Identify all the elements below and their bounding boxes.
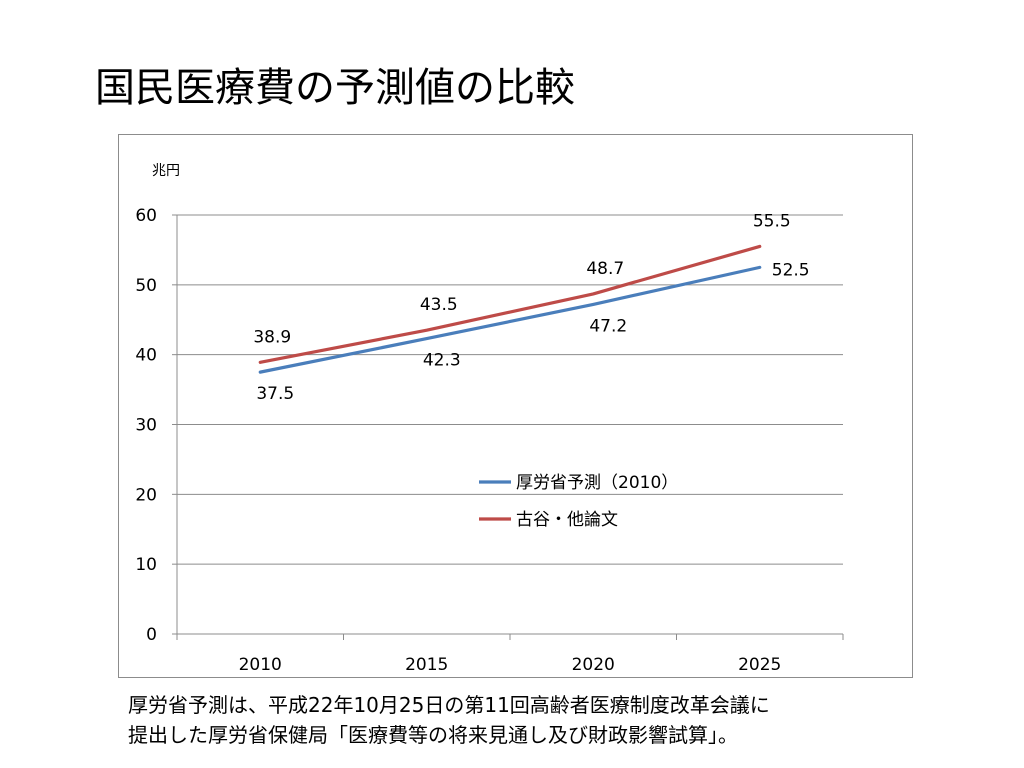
y-tick-label-60: 60 xyxy=(135,206,157,226)
series-line-1 xyxy=(258,265,762,374)
data-labels: 37.5 42.3 47.2 52.5 38.9 43.5 48.7 55.5 xyxy=(253,211,809,404)
footnote: 厚労省予測は、平成22年10月25日の第11回高齢者医療制度改革会議に 提出した… xyxy=(128,690,928,750)
y-tick-label-30: 30 xyxy=(135,416,157,436)
chart-frame: 0 10 20 30 40 50 60 2010 2015 2020 2025 37.5 42.3 4… xyxy=(118,134,913,678)
x-tick-label-2015: 2015 xyxy=(405,655,448,675)
legend-label-2: 古谷・他論文 xyxy=(516,510,618,530)
y-tick-labels: 0 10 20 30 40 50 60 xyxy=(135,206,157,645)
x-tick-label-2010: 2010 xyxy=(239,655,282,675)
data-label-s1-2015: 42.3 xyxy=(423,351,461,371)
footnote-line-1: 厚労省予測は、平成22年10月25日の第11回高齢者医療制度改革会議に xyxy=(128,693,770,717)
data-label-s2-2015: 43.5 xyxy=(420,295,458,315)
slide-title: 国民医療費の予測値の比較 xyxy=(95,65,575,111)
axes xyxy=(172,214,844,640)
series-line-2 xyxy=(258,244,762,364)
line-chart: 0 10 20 30 40 50 60 2010 2015 2020 2025 37.5 42.3 4… xyxy=(135,163,844,675)
x-tick-label-2020: 2020 xyxy=(572,655,615,675)
y-unit-label: 兆円 xyxy=(152,163,180,179)
data-label-s1-2025: 52.5 xyxy=(772,260,810,280)
data-label-s2-2010: 38.9 xyxy=(253,327,291,347)
gridlines xyxy=(177,214,843,565)
legend: 厚労省予測（2010） 古谷・他論文 xyxy=(479,473,678,530)
data-label-s1-2020: 47.2 xyxy=(589,316,627,336)
y-tick-label-50: 50 xyxy=(135,276,157,296)
y-tick-label-40: 40 xyxy=(135,346,157,366)
series-lines xyxy=(258,244,762,374)
legend-label-1: 厚労省予測（2010） xyxy=(516,473,678,493)
x-tick-label-2025: 2025 xyxy=(738,655,781,675)
y-tick-label-10: 10 xyxy=(135,555,157,575)
x-tick-labels: 2010 2015 2020 2025 xyxy=(239,655,782,675)
data-label-s1-2010: 37.5 xyxy=(256,384,294,404)
y-tick-label-20: 20 xyxy=(135,485,157,505)
y-tick-label-0: 0 xyxy=(146,625,157,645)
footnote-line-2: 提出した厚労省保健局「医療費等の将来見通し及び財政影響試算」。 xyxy=(128,723,738,747)
data-label-s2-2025: 55.5 xyxy=(753,211,791,231)
data-label-s2-2020: 48.7 xyxy=(586,259,624,279)
